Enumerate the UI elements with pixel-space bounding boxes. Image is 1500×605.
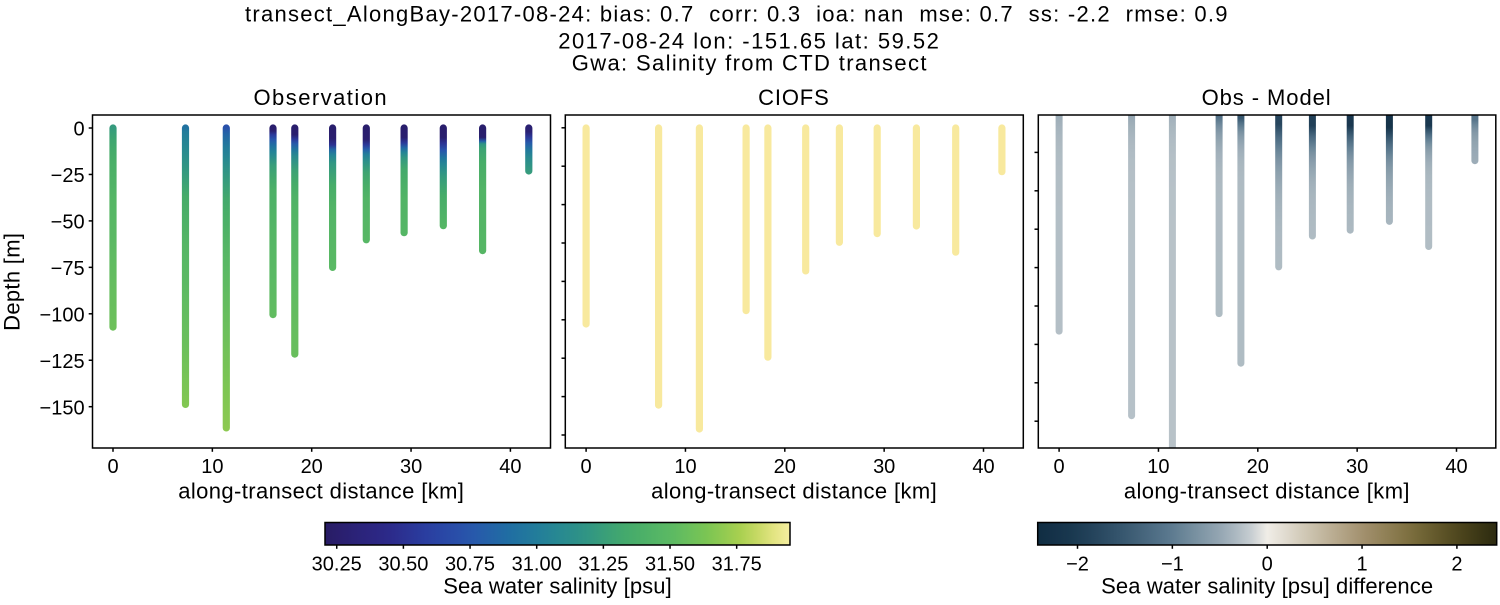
svg-text:30: 30 [1346,456,1368,478]
svg-text:−100: −100 [40,304,85,326]
svg-text:31.25: 31.25 [578,553,628,575]
svg-text:30: 30 [400,456,422,478]
svg-text:30: 30 [873,456,895,478]
svg-text:CIOFS: CIOFS [758,85,829,110]
svg-text:20: 20 [301,456,323,478]
svg-text:31.00: 31.00 [512,553,562,575]
svg-text:40: 40 [972,456,994,478]
svg-text:−1: −1 [1161,553,1184,575]
svg-text:along-transect distance [km]: along-transect distance [km] [1124,478,1410,503]
svg-text:transect_AlongBay-2017-08-24:: transect_AlongBay-2017-08-24: bias: 0.7 … [245,1,1229,26]
svg-text:Observation: Observation [254,85,389,110]
svg-text:2: 2 [1451,553,1462,575]
svg-text:40: 40 [1445,456,1467,478]
svg-text:0: 0 [1054,456,1065,478]
svg-text:40: 40 [499,456,521,478]
svg-text:30.50: 30.50 [378,553,428,575]
svg-text:10: 10 [674,456,696,478]
svg-text:Sea water salinity [psu]: Sea water salinity [psu] [443,573,672,598]
svg-text:0: 0 [581,456,592,478]
svg-text:31.75: 31.75 [712,553,762,575]
svg-text:0: 0 [73,119,84,141]
svg-text:−50: −50 [51,212,85,234]
svg-text:1: 1 [1356,553,1367,575]
svg-text:30.25: 30.25 [312,553,362,575]
svg-text:along-transect distance [km]: along-transect distance [km] [178,478,464,503]
svg-text:−25: −25 [51,165,85,187]
svg-text:31.50: 31.50 [645,553,695,575]
svg-text:20: 20 [1247,456,1269,478]
svg-text:Sea water salinity [psu] diffe: Sea water salinity [psu] difference [1101,573,1433,598]
svg-text:−75: −75 [51,258,85,280]
svg-text:−125: −125 [40,351,85,373]
svg-text:−2: −2 [1066,553,1089,575]
svg-text:Gwa: Salinity from CTD transec: Gwa: Salinity from CTD transect [572,51,928,76]
svg-text:Depth [m]: Depth [m] [0,233,24,331]
svg-text:30.75: 30.75 [445,553,495,575]
svg-text:10: 10 [1147,456,1169,478]
svg-text:−150: −150 [40,397,85,419]
svg-text:Obs - Model: Obs - Model [1202,85,1332,110]
svg-text:along-transect distance [km]: along-transect distance [km] [651,478,937,503]
svg-text:10: 10 [201,456,223,478]
svg-text:0: 0 [1262,553,1273,575]
svg-text:2017-08-24 lon: -151.65 lat: 5: 2017-08-24 lon: -151.65 lat: 59.52 [558,29,940,54]
svg-text:0: 0 [107,456,118,478]
svg-text:20: 20 [774,456,796,478]
